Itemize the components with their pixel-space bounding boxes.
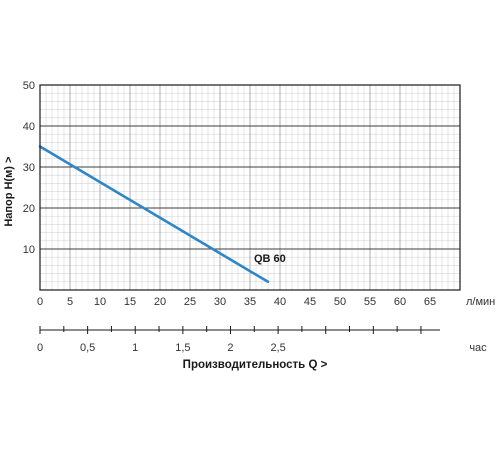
x2-tick-label: 1 [132,342,138,354]
x-tick-label: 55 [364,296,376,308]
secondary-x-axis: 0 0,5 1 1,5 2 2,5 [37,326,440,354]
x-tick-label: 5 [67,296,73,308]
series-layer: QB 60 [38,145,286,284]
plot-frame [39,84,461,291]
x2-tick-label: 2,5 [270,342,285,354]
x2-unit-label: час [469,342,487,354]
x2-tick-label: 0,5 [80,342,95,354]
x-tick-label: 0 [37,296,43,308]
y-tick-label: 20 [23,203,35,215]
x-tick-label: 65 [424,296,436,308]
x-axis-label: Производительность Q > [183,359,328,371]
x-unit-label: л/мин [466,296,495,308]
y-tick-label: 40 [23,121,35,133]
x2-tick-label: 1,5 [175,342,190,354]
major-grid [40,85,460,290]
x-tick-label: 35 [244,296,256,308]
x-tick-label: 15 [124,296,136,308]
series-line-qb-60 [38,145,270,284]
x-tick-label: 60 [394,296,406,308]
y-axis-label: Напор Н(м) > [3,157,15,227]
x-tick-label: 50 [334,296,346,308]
y-tick-labels: 10 20 30 40 50 [23,80,35,256]
x-tick-labels: 0 5 10 15 20 25 30 35 40 45 50 55 60 65 [37,296,436,308]
x2-tick-label: 0 [37,342,43,354]
x-tick-label: 30 [214,296,226,308]
y-tick-label: 50 [23,80,35,92]
x-tick-label: 20 [154,296,166,308]
series-label: QB 60 [254,253,286,265]
x-tick-label: 25 [184,296,196,308]
y-tick-label: 30 [23,162,35,174]
x-tick-label: 40 [274,296,286,308]
x-tick-label: 45 [304,296,316,308]
y-tick-label: 10 [23,244,35,256]
x-tick-label: 10 [94,296,106,308]
x2-tick-label: 2 [227,342,233,354]
